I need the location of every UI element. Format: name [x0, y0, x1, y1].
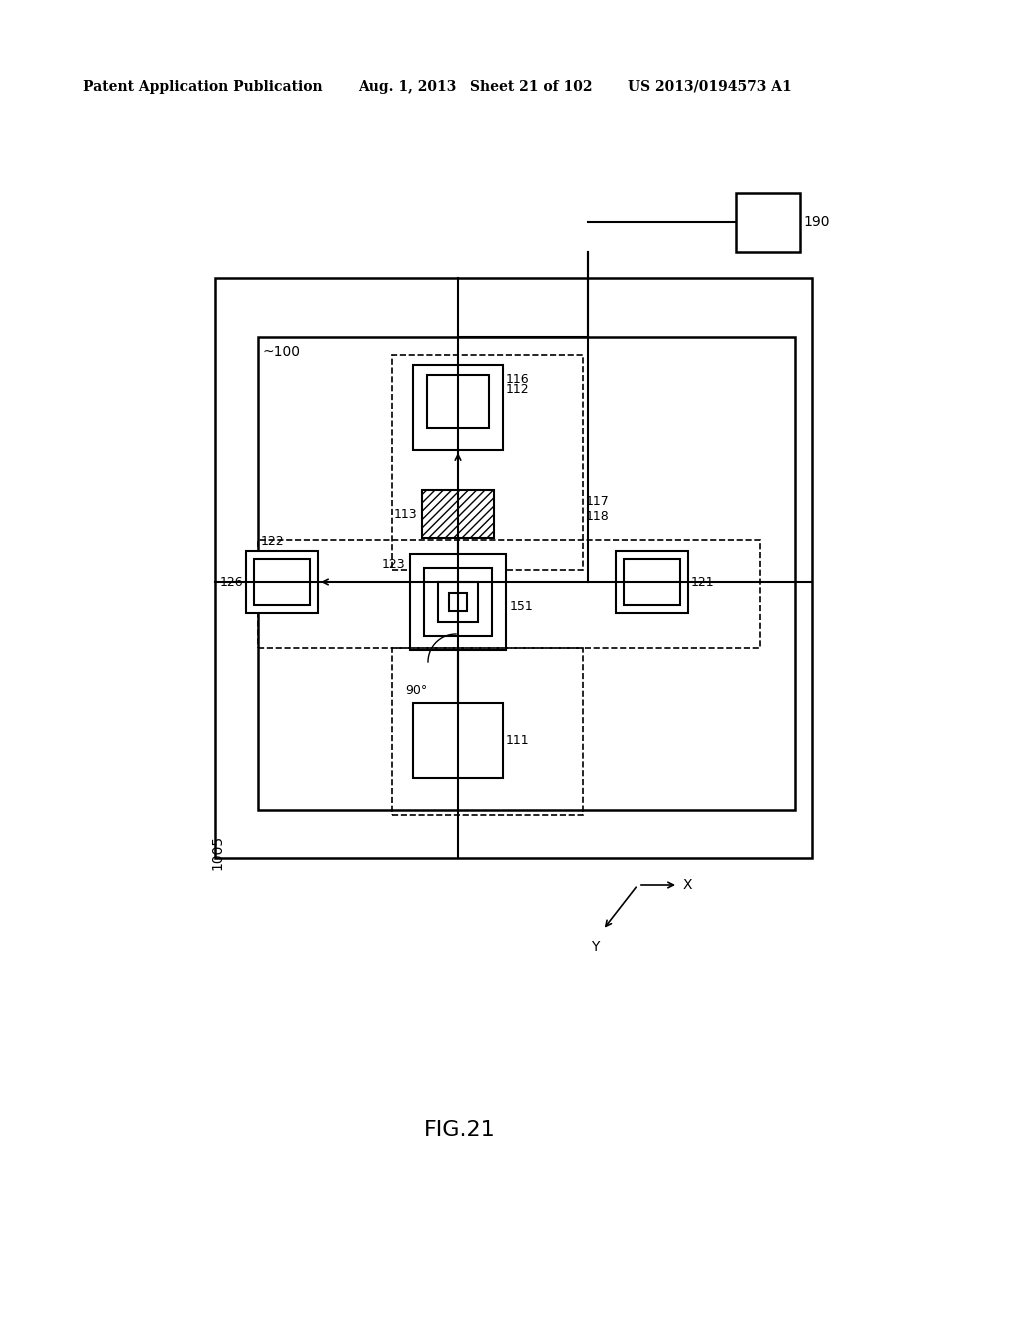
Bar	[422, 490, 494, 539]
Bar	[616, 550, 688, 612]
Bar	[449, 593, 467, 611]
Text: Aug. 1, 2013: Aug. 1, 2013	[358, 81, 457, 94]
Bar	[254, 558, 310, 605]
Text: 90°: 90°	[404, 684, 427, 697]
Text: Sheet 21 of 102: Sheet 21 of 102	[470, 81, 593, 94]
Text: 112: 112	[506, 383, 529, 396]
Text: ~100: ~100	[263, 345, 301, 359]
Text: X: X	[683, 878, 692, 892]
Bar	[258, 540, 760, 648]
Text: 113: 113	[393, 507, 417, 520]
Bar	[215, 279, 812, 858]
Text: 126: 126	[219, 576, 243, 589]
Text: 118: 118	[586, 510, 609, 523]
Bar	[258, 337, 795, 810]
Text: 122: 122	[261, 535, 285, 548]
Text: 111: 111	[506, 734, 529, 747]
Bar	[438, 582, 478, 622]
Bar	[246, 550, 318, 612]
Text: 117: 117	[586, 495, 609, 508]
Bar	[413, 704, 503, 777]
Bar	[413, 366, 503, 450]
Text: 116: 116	[506, 374, 529, 385]
Bar	[392, 648, 583, 814]
Bar	[624, 558, 680, 605]
Text: 190: 190	[803, 215, 829, 228]
Text: 151: 151	[510, 601, 534, 614]
Text: 123: 123	[381, 557, 406, 570]
Bar	[424, 568, 492, 636]
Text: 1005: 1005	[210, 834, 224, 870]
Text: 121: 121	[691, 576, 715, 589]
Text: Y: Y	[591, 940, 599, 954]
Bar	[410, 554, 506, 649]
Bar	[736, 193, 800, 252]
Text: US 2013/0194573 A1: US 2013/0194573 A1	[628, 81, 792, 94]
Bar	[427, 375, 489, 428]
Bar	[392, 355, 583, 570]
Text: FIG.21: FIG.21	[424, 1119, 496, 1140]
Text: Patent Application Publication: Patent Application Publication	[83, 81, 323, 94]
